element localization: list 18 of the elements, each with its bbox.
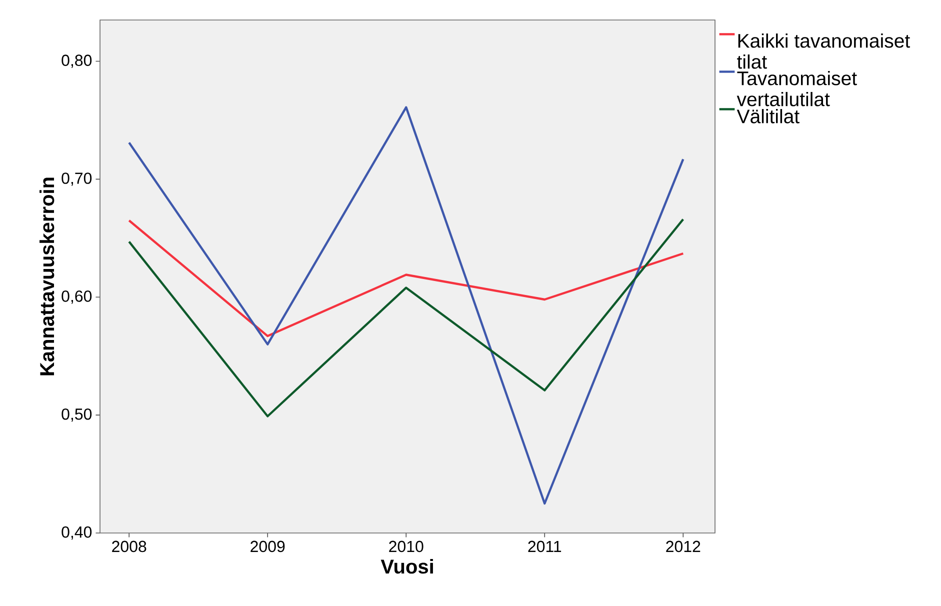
- line-series: [128, 218, 684, 418]
- y-tick-label: 0,70: [62, 172, 92, 186]
- y-tick-label: 0,80: [62, 54, 92, 68]
- line-series: [128, 106, 684, 505]
- x-tick-label: 2012: [666, 540, 700, 552]
- line-series: [128, 219, 684, 338]
- legend-label: Välitilat: [736, 109, 800, 124]
- y-tick-label: 0,50: [62, 408, 92, 422]
- x-tick-label: 2011: [528, 540, 562, 552]
- x-tick-label: 2008: [112, 540, 146, 552]
- x-tick-label: 2010: [389, 540, 424, 552]
- y-tick-label: 0,40: [62, 526, 92, 540]
- x-axis-title: Vuosi: [380, 558, 433, 574]
- y-tick-label: 0,60: [62, 290, 92, 304]
- y-axis-title: Kannattavuuskerroin: [40, 178, 54, 376]
- legend-label: Tavanomaiset vertailutilat: [736, 70, 857, 106]
- x-tick-label: 2009: [250, 540, 285, 552]
- legend-label: Kaikki tavanomaiset tilat: [737, 33, 910, 69]
